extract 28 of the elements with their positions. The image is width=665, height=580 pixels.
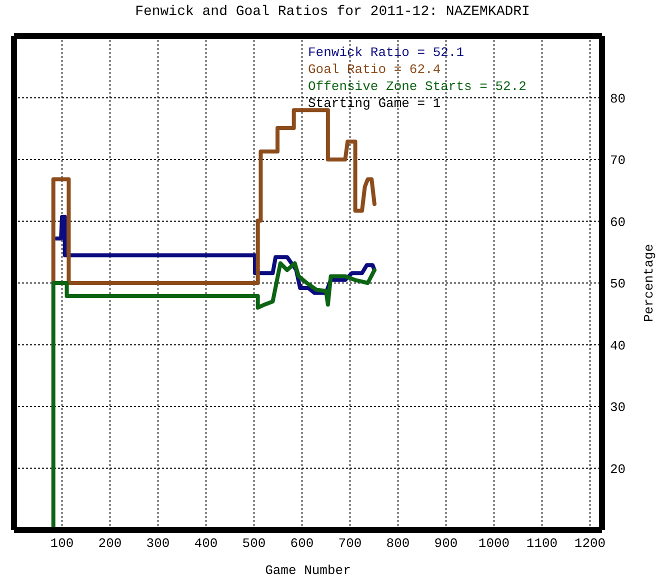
- y-tick-label: 30: [610, 400, 626, 416]
- y-tick-label: 20: [610, 462, 626, 477]
- text: Fenwick Ratio = 52.1: [308, 44, 466, 61]
- x-tick-label: 300: [146, 536, 170, 552]
- text: Offensive Zone Starts = 52.2: [308, 78, 526, 95]
- y-tick-label: 50: [610, 276, 626, 292]
- line-series: [51, 261, 376, 530]
- annotation: Starting Game = 1: [308, 95, 442, 112]
- x-tick-label: 200: [98, 536, 122, 552]
- y-tick-label: 60: [610, 214, 626, 230]
- y-tick-label: 70: [610, 153, 626, 168]
- x-tick-label: 700: [338, 536, 362, 552]
- x-tick-label: 800: [386, 536, 410, 552]
- x-tick-label: 100: [50, 536, 74, 552]
- line-series: [51, 108, 376, 285]
- x-tick-label: 900: [434, 536, 458, 552]
- text: Goal Ratio = 62.4: [308, 61, 442, 78]
- x-tick-label: 1200: [574, 536, 606, 552]
- y-axis-title: Percentage: [642, 244, 657, 322]
- y-tick-label: 80: [610, 91, 626, 106]
- chart-title: Fenwick and Goal Ratios for 2011-12: NAZEMKADRI: [134, 4, 531, 22]
- x-tick-label: 500: [242, 536, 266, 552]
- x-tick-label: 1100: [526, 536, 558, 552]
- x-tick-label: 600: [290, 536, 314, 552]
- y-tick-label: 40: [610, 338, 626, 354]
- x-axis-title: Game Number: [265, 563, 351, 578]
- x-tick-label: 1000: [478, 536, 510, 552]
- x-tick-label: 400: [194, 536, 218, 552]
